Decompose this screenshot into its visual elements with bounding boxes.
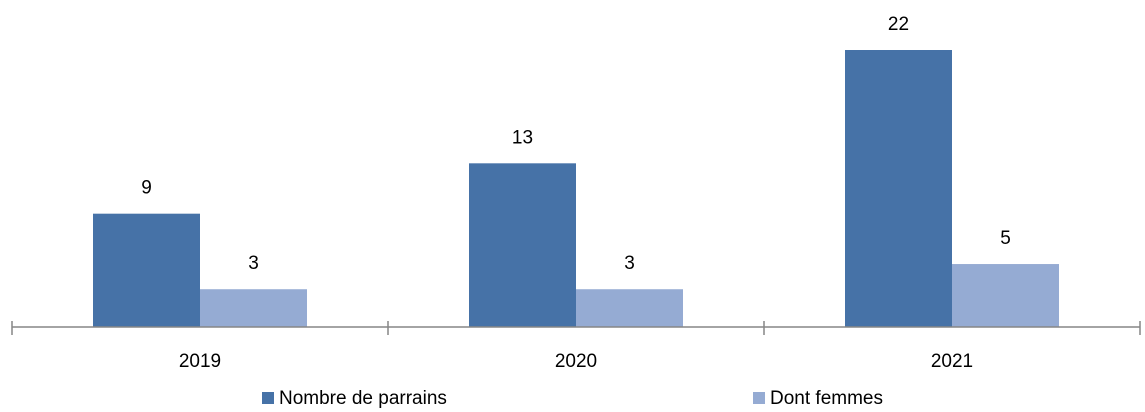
data-label: 3 <box>248 253 259 274</box>
data-label: 13 <box>512 127 533 148</box>
legend-label: Dont femmes <box>770 388 883 409</box>
bar <box>200 289 307 327</box>
bar <box>469 163 576 327</box>
legend-swatch <box>753 392 765 404</box>
x-tick-label: 2021 <box>931 351 973 372</box>
bar <box>952 264 1059 327</box>
legend-swatch <box>262 392 274 404</box>
bar <box>576 289 683 327</box>
bar <box>845 50 952 327</box>
x-tick-label: 2020 <box>555 351 597 372</box>
data-label: 22 <box>888 14 909 35</box>
bar <box>93 213 200 327</box>
data-label: 3 <box>624 253 635 274</box>
legend-label: Nombre de parrains <box>279 388 447 409</box>
data-label: 5 <box>1000 228 1011 249</box>
data-label: 9 <box>141 178 152 199</box>
x-tick-label: 2019 <box>179 351 221 372</box>
